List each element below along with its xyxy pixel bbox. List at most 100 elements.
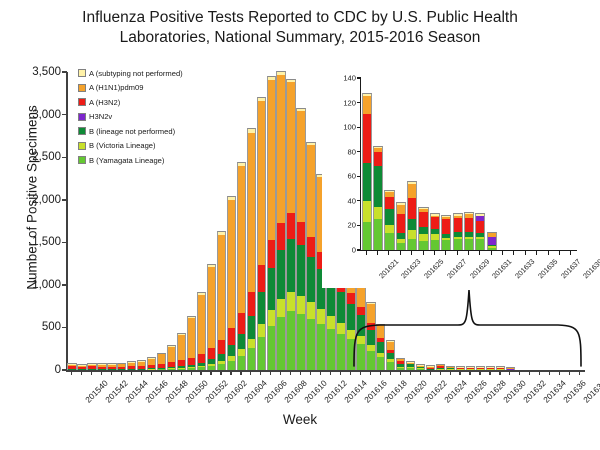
x-tick-mark — [433, 251, 435, 255]
bar-stack — [266, 75, 276, 370]
bar-segment — [396, 360, 406, 364]
bar-segment — [475, 220, 486, 233]
x-tick-mark — [549, 371, 551, 375]
bar-segment — [166, 368, 177, 370]
bar-segment — [486, 247, 497, 250]
bar-segment — [486, 231, 497, 237]
bar-segment — [336, 292, 346, 323]
legend-item: B (Victoria Lineage) — [78, 139, 183, 154]
bar-segment — [326, 280, 336, 316]
bar-segment — [107, 368, 117, 370]
bar-stack — [226, 196, 237, 370]
bar-segment — [97, 363, 107, 366]
bar-stack — [216, 231, 227, 370]
x-tick-mark — [329, 371, 332, 375]
bar-segment — [306, 318, 316, 370]
bar-segment — [395, 232, 406, 239]
bar-segment — [146, 368, 157, 369]
bar-segment — [396, 368, 406, 370]
bar-stack — [386, 340, 396, 370]
x-tick-label: 201629 — [467, 257, 491, 281]
bar-segment — [452, 213, 463, 216]
y-tick-mark — [356, 175, 361, 177]
x-tick-mark — [300, 371, 302, 375]
bar-segment — [455, 369, 466, 370]
x-tick-mark — [240, 371, 242, 375]
chart-title-line-1: Influenza Positive Tests Reported to CDC… — [82, 9, 518, 26]
bar-segment — [435, 367, 446, 369]
y-tick-mark — [356, 249, 361, 251]
y-tick-label: 1,500 — [32, 236, 61, 249]
legend-swatch-icon — [78, 112, 86, 121]
bar-segment — [316, 309, 326, 325]
x-tick-mark — [110, 371, 112, 375]
bar-stack — [306, 142, 316, 370]
bar-segment — [346, 329, 356, 340]
x-tick-mark — [100, 371, 103, 375]
bar-segment — [206, 263, 217, 267]
bar-segment — [226, 356, 237, 361]
y-tick-label: 2,500 — [32, 151, 61, 164]
bar-segment — [196, 367, 207, 370]
bar-segment — [276, 250, 286, 299]
bar-segment — [246, 128, 256, 133]
bar-segment — [166, 366, 177, 369]
x-tick-mark — [190, 371, 192, 375]
bar-segment — [445, 367, 456, 369]
y-tick-mark — [356, 126, 361, 128]
bar-segment — [356, 344, 366, 370]
bar-segment — [435, 365, 446, 367]
chart-title: Influenza Positive Tests Reported to CDC… — [30, 8, 570, 48]
y-tick-label: 60 — [347, 171, 356, 181]
x-tick-label: 201627 — [444, 257, 469, 281]
bar-segment — [266, 75, 276, 81]
x-tick-label: 201639 — [581, 257, 600, 281]
bar-segment — [306, 144, 316, 237]
x-tick-mark — [529, 371, 531, 375]
legend-item-label: A (H1N1)pdm09 — [89, 83, 144, 93]
inset-plot-area: 0 20 40 60 80 100 120 140 — [343, 74, 576, 255]
bar-segment — [386, 361, 396, 370]
bar-segment — [186, 358, 197, 365]
bar-segment — [376, 323, 386, 326]
bar-segment — [386, 342, 396, 350]
x-tick-mark — [377, 251, 379, 255]
x-tick-mark — [250, 371, 252, 375]
bar-segment — [156, 367, 167, 369]
bar-stack — [117, 362, 127, 370]
bar-segment — [77, 366, 87, 370]
bar-segment — [495, 367, 505, 369]
x-tick-mark — [369, 371, 371, 375]
bar-stack — [435, 363, 446, 370]
bar-segment — [475, 236, 486, 239]
y-tick-label: 20 — [347, 220, 356, 230]
bar-segment — [356, 315, 366, 337]
bar-segment — [306, 236, 316, 258]
x-tick-mark — [170, 371, 172, 375]
x-tick-mark — [422, 251, 424, 255]
bar-segment — [425, 366, 436, 368]
bar-segment — [256, 336, 266, 370]
bar-segment — [346, 293, 356, 304]
bar-segment — [336, 334, 346, 370]
bar-segment — [117, 369, 127, 370]
bar-stack — [465, 366, 476, 370]
y-tick-label: 3,500 — [32, 66, 61, 78]
bar-segment — [465, 367, 476, 369]
bar-segment — [372, 219, 384, 250]
bar-segment — [384, 225, 395, 233]
bar-segment — [186, 364, 197, 368]
y-tick-label: 1,000 — [32, 278, 61, 291]
bar-segment — [435, 366, 446, 368]
bar-segment — [206, 359, 217, 365]
bar-stack — [361, 92, 372, 250]
x-tick-mark — [479, 371, 481, 375]
bar-segment — [196, 366, 207, 368]
bar-segment — [146, 357, 157, 359]
bar-segment — [216, 234, 227, 340]
x-tick-mark — [320, 371, 322, 375]
bar-segment — [246, 291, 256, 317]
bar-segment — [425, 365, 436, 367]
bar-segment — [166, 345, 177, 347]
bar-segment — [384, 197, 395, 210]
